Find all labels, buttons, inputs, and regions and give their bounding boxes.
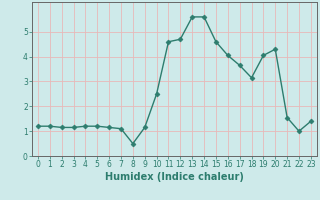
X-axis label: Humidex (Indice chaleur): Humidex (Indice chaleur) — [105, 172, 244, 182]
